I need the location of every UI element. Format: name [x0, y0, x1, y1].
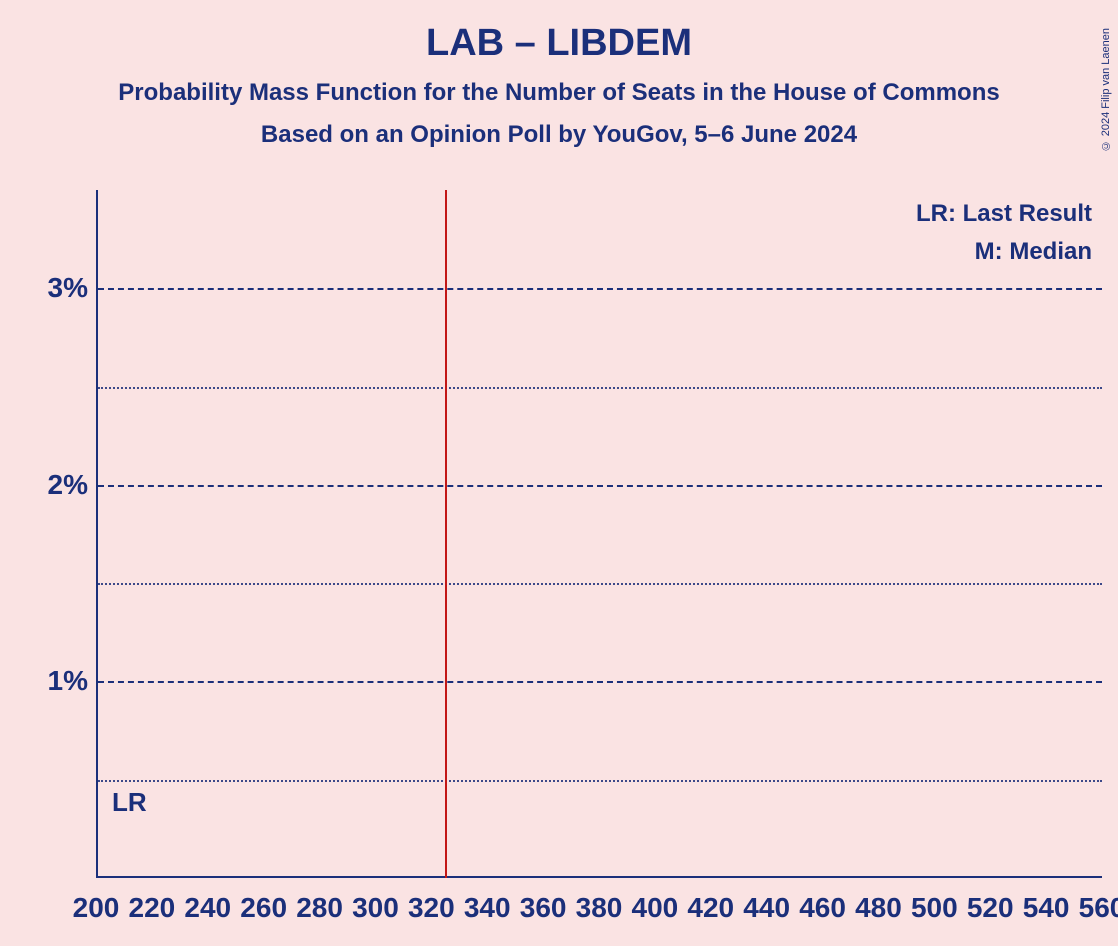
x-tick-label: 220	[129, 892, 176, 924]
y-tick-label: 3%	[8, 272, 88, 304]
chart-title: LAB – LIBDEM	[0, 22, 1118, 65]
grid-minor	[98, 780, 1102, 782]
legend: LR: Last Result M: Median	[916, 200, 1092, 276]
grid-major	[98, 485, 1102, 487]
x-axis	[96, 876, 1102, 878]
y-tick-label: 2%	[8, 469, 88, 501]
x-tick-label: 340	[464, 892, 511, 924]
x-tick-label: 300	[352, 892, 399, 924]
x-tick-label: 540	[1023, 892, 1070, 924]
grid-minor	[98, 583, 1102, 585]
x-tick-label: 380	[576, 892, 623, 924]
copyright-label: © 2024 Filip van Laenen	[1100, 28, 1112, 151]
plot-area: LR: Last Result M: Median LR	[96, 190, 1102, 878]
x-tick-label: 400	[632, 892, 679, 924]
legend-m: M: Median	[916, 238, 1092, 266]
lr-annotation: LR	[112, 787, 147, 818]
x-tick-label: 240	[184, 892, 231, 924]
grid-minor	[98, 387, 1102, 389]
grid-major	[98, 681, 1102, 683]
x-tick-label: 440	[743, 892, 790, 924]
x-tick-label: 420	[687, 892, 734, 924]
x-tick-label: 320	[408, 892, 455, 924]
y-tick-label: 1%	[8, 665, 88, 697]
chart-subtitle-1: Probability Mass Function for the Number…	[0, 79, 1118, 107]
legend-lr: LR: Last Result	[916, 200, 1092, 228]
x-tick-label: 560	[1079, 892, 1118, 924]
x-tick-label: 500	[911, 892, 958, 924]
last-result-line	[445, 190, 447, 878]
grid-major	[98, 288, 1102, 290]
chart-subtitle-2: Based on an Opinion Poll by YouGov, 5–6 …	[0, 121, 1118, 149]
x-tick-label: 460	[799, 892, 846, 924]
x-tick-label: 520	[967, 892, 1014, 924]
x-tick-label: 480	[855, 892, 902, 924]
x-tick-label: 260	[240, 892, 287, 924]
x-tick-label: 360	[520, 892, 567, 924]
y-axis	[96, 190, 98, 878]
x-tick-label: 280	[296, 892, 343, 924]
x-tick-label: 200	[73, 892, 120, 924]
